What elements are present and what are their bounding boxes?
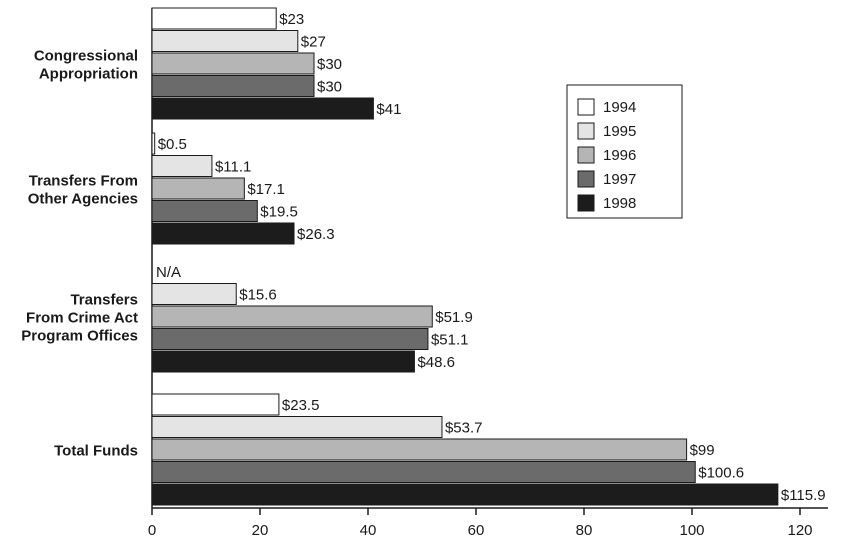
value-label: $30 (317, 79, 342, 96)
value-label: $27 (301, 34, 326, 51)
legend-label: 1994 (603, 99, 636, 116)
bar-1998 (151, 483, 779, 506)
legend-swatch-1997 (577, 170, 595, 188)
legend-label: 1997 (603, 171, 636, 188)
value-label: $11.1 (215, 159, 251, 176)
value-label: $0.5 (158, 136, 187, 153)
bar-1995 (151, 283, 237, 305)
value-label: $100.6 (698, 465, 744, 482)
value-label: $48.6 (417, 354, 455, 371)
x-tick-label: 120 (787, 522, 812, 539)
value-label: $23.5 (282, 397, 320, 414)
value-label: $15.6 (239, 287, 277, 304)
value-label: $26.3 (297, 226, 335, 243)
value-label: $115.9 (781, 487, 826, 504)
value-label: $17.1 (247, 181, 285, 198)
x-tick-label: 60 (468, 522, 485, 539)
legend-swatch-1994 (577, 98, 595, 116)
bar-1994 (151, 132, 156, 155)
bar-1998 (151, 97, 374, 120)
bar-1994 (151, 393, 280, 416)
value-label: $30 (317, 56, 342, 73)
x-tick-label: 100 (679, 522, 704, 539)
bar-1994 (151, 7, 277, 30)
bar-1998 (151, 350, 415, 373)
category-label: Congressional (34, 47, 138, 64)
category-label: Program Offices (21, 327, 138, 344)
bar-1996 (151, 177, 245, 200)
bar-1996 (151, 52, 315, 75)
bar-1996 (151, 438, 688, 461)
bar-1998 (151, 222, 295, 245)
value-label: $99 (690, 442, 715, 459)
bar-1996 (151, 305, 433, 328)
value-label: $51.1 (431, 332, 469, 349)
legend-label: 1996 (603, 147, 636, 164)
bar-1997 (151, 328, 429, 350)
value-label: $23 (279, 11, 304, 28)
legend-label: 1995 (603, 123, 636, 140)
value-label: $51.9 (435, 309, 473, 326)
bar-1995 (151, 416, 443, 438)
value-label: $53.7 (445, 420, 483, 437)
x-tick-label: 20 (252, 522, 269, 539)
bar-1997 (151, 75, 315, 97)
legend-swatch-1996 (577, 146, 595, 164)
value-label: N/A (156, 264, 181, 281)
legend-swatch-1998 (577, 194, 595, 212)
x-tick-label: 80 (576, 522, 593, 539)
bar-1995 (151, 155, 213, 177)
value-label: $41 (376, 101, 401, 118)
legend-swatch-1995 (577, 122, 595, 140)
bar-1995 (151, 30, 299, 52)
category-label: Appropriation (39, 65, 138, 82)
category-label: From Crime Act (26, 309, 138, 326)
category-label: Total Funds (54, 442, 138, 459)
legend-label: 1998 (603, 195, 636, 212)
bar-1997 (151, 200, 258, 222)
value-label: $19.5 (260, 204, 298, 221)
category-label: Transfers From (29, 172, 138, 189)
category-label: Other Agencies (28, 190, 138, 207)
x-tick-label: 40 (360, 522, 377, 539)
bar-1997 (151, 461, 696, 483)
category-label: Transfers (70, 291, 138, 308)
x-tick-label: 0 (148, 522, 156, 539)
